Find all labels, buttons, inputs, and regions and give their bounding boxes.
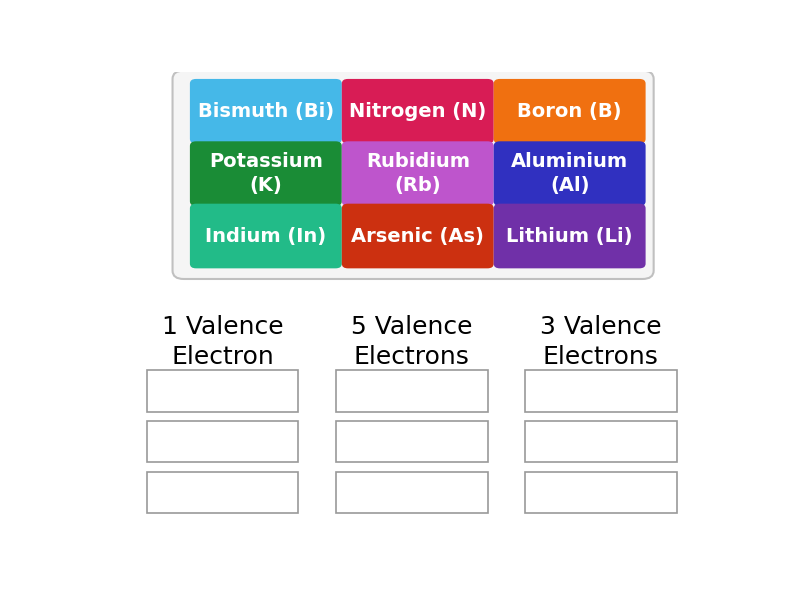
FancyBboxPatch shape — [146, 472, 298, 513]
FancyBboxPatch shape — [525, 472, 677, 513]
Text: Rubidium
(Rb): Rubidium (Rb) — [366, 152, 470, 195]
FancyBboxPatch shape — [190, 203, 342, 268]
FancyBboxPatch shape — [190, 79, 342, 143]
FancyBboxPatch shape — [146, 421, 298, 463]
Text: Nitrogen (N): Nitrogen (N) — [349, 102, 486, 121]
FancyBboxPatch shape — [146, 370, 298, 412]
FancyBboxPatch shape — [525, 421, 677, 463]
FancyBboxPatch shape — [190, 141, 342, 206]
FancyBboxPatch shape — [494, 141, 646, 206]
Text: 1 Valence
Electron: 1 Valence Electron — [162, 316, 283, 369]
FancyBboxPatch shape — [336, 472, 487, 513]
FancyBboxPatch shape — [342, 141, 494, 206]
Text: Arsenic (As): Arsenic (As) — [351, 227, 484, 245]
Text: Lithium (Li): Lithium (Li) — [506, 227, 633, 245]
FancyBboxPatch shape — [342, 203, 494, 268]
FancyBboxPatch shape — [342, 79, 494, 143]
FancyBboxPatch shape — [336, 421, 487, 463]
Text: Potassium
(K): Potassium (K) — [209, 152, 322, 195]
Text: Indium (In): Indium (In) — [206, 227, 326, 245]
Text: Bismuth (Bi): Bismuth (Bi) — [198, 102, 334, 121]
FancyBboxPatch shape — [336, 370, 487, 412]
Text: Boron (B): Boron (B) — [518, 102, 622, 121]
Text: Aluminium
(Al): Aluminium (Al) — [511, 152, 628, 195]
FancyBboxPatch shape — [173, 71, 654, 279]
FancyBboxPatch shape — [494, 79, 646, 143]
FancyBboxPatch shape — [494, 203, 646, 268]
FancyBboxPatch shape — [525, 370, 677, 412]
Text: 5 Valence
Electrons: 5 Valence Electrons — [350, 316, 472, 369]
Text: 3 Valence
Electrons: 3 Valence Electrons — [540, 316, 662, 369]
